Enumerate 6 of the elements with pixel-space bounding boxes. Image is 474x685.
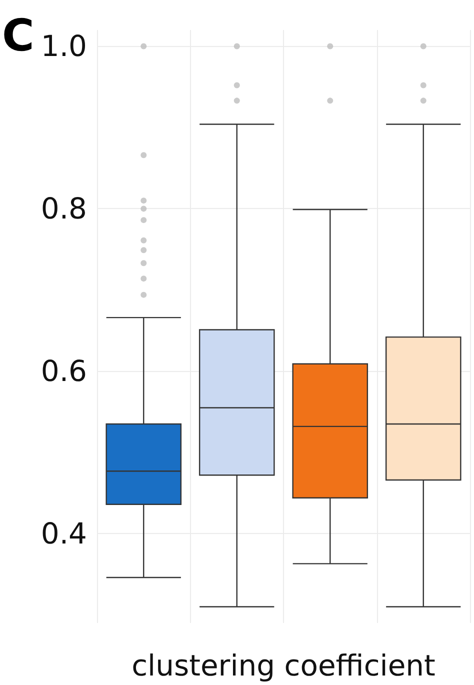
- text: C: [2, 10, 34, 62]
- y-tick-label: 0.6: [40, 354, 87, 388]
- x-axis-title: clustering coefficient: [132, 648, 436, 682]
- y-tick-label: 0.8: [40, 192, 87, 226]
- y-tick-label: 0.4: [40, 516, 87, 551]
- y-tick-label: 1.0: [40, 29, 87, 64]
